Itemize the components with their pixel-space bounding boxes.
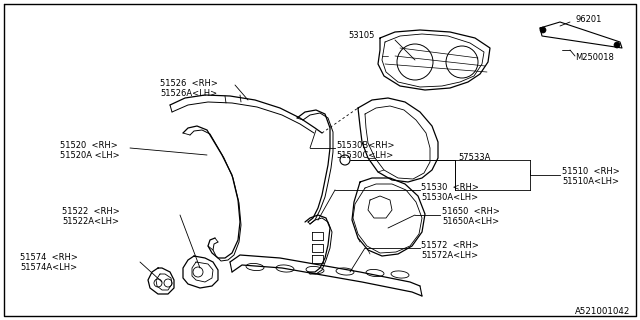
Text: 51530C<LH>: 51530C<LH> — [336, 150, 393, 159]
Text: 51520  <RH>: 51520 <RH> — [60, 140, 118, 149]
Text: 51650  <RH>: 51650 <RH> — [442, 207, 500, 217]
Text: 51572A<LH>: 51572A<LH> — [421, 251, 478, 260]
Text: 51650A<LH>: 51650A<LH> — [442, 218, 499, 227]
Circle shape — [540, 27, 546, 33]
Text: 51572  <RH>: 51572 <RH> — [421, 241, 479, 250]
Text: M250018: M250018 — [575, 53, 614, 62]
Text: 51522  <RH>: 51522 <RH> — [62, 207, 120, 217]
Text: 51510  <RH>: 51510 <RH> — [562, 167, 620, 177]
Text: A521001042: A521001042 — [575, 308, 630, 316]
Text: 51526A<LH>: 51526A<LH> — [160, 89, 217, 98]
Text: 51526  <RH>: 51526 <RH> — [160, 78, 218, 87]
Text: 51520A <LH>: 51520A <LH> — [60, 150, 120, 159]
Text: 51530A<LH>: 51530A<LH> — [421, 194, 478, 203]
Text: 51530  <RH>: 51530 <RH> — [421, 183, 479, 193]
Text: 51574A<LH>: 51574A<LH> — [20, 263, 77, 273]
Text: 51574  <RH>: 51574 <RH> — [20, 253, 78, 262]
Text: 96201: 96201 — [575, 15, 602, 25]
Text: 51530B<RH>: 51530B<RH> — [336, 140, 394, 149]
Text: 57533A: 57533A — [458, 154, 490, 163]
Text: 51510A<LH>: 51510A<LH> — [562, 178, 619, 187]
Circle shape — [614, 42, 620, 48]
Text: 51522A<LH>: 51522A<LH> — [62, 218, 119, 227]
Text: 53105: 53105 — [349, 31, 375, 41]
